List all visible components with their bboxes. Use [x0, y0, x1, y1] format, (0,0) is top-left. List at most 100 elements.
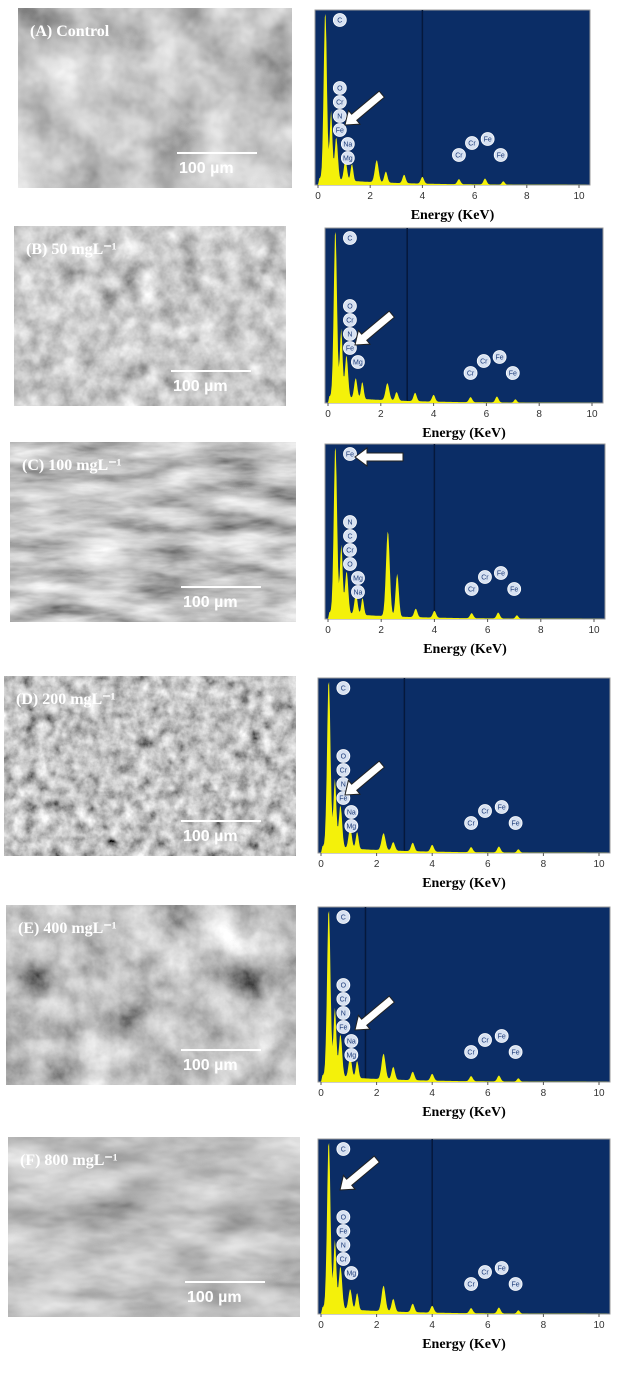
element-label: Fe	[509, 371, 517, 378]
panel-label: (B) 50 mgL⁻¹	[26, 241, 117, 258]
element-label: Fe	[497, 571, 505, 578]
element-label: C	[341, 1147, 346, 1154]
spectrum-plot	[315, 10, 590, 185]
element-label: Mg	[346, 1271, 356, 1278]
figure: (A) Control100 µm0246810Energy (KeV)COCr…	[0, 0, 620, 1378]
element-label: Cr	[467, 1050, 475, 1057]
element-label: C	[341, 915, 346, 922]
scale-bar-label: 100 µm	[187, 1289, 242, 1306]
x-tick-label: 6	[472, 191, 478, 202]
element-label: Fe	[339, 1229, 347, 1236]
x-tick-label: 2	[378, 409, 384, 420]
x-tick-label: 0	[318, 1320, 324, 1331]
element-label: O	[341, 983, 347, 990]
x-tick-label: 2	[367, 191, 373, 202]
element-label: Fe	[497, 153, 505, 160]
element-label: Cr	[455, 153, 463, 160]
x-tick-label: 0	[325, 409, 331, 420]
x-axis-label: Energy (KeV)	[422, 426, 506, 441]
element-label: Fe	[339, 796, 347, 803]
element-label: Cr	[467, 371, 475, 378]
x-tick-label: 0	[318, 1088, 324, 1099]
element-label: Na	[347, 810, 356, 817]
element-label: Cr	[481, 1270, 489, 1277]
element-label: N	[337, 114, 342, 121]
element-label: Cr	[340, 997, 348, 1004]
panel-label: (C) 100 mgL⁻¹	[22, 457, 122, 474]
element-label: N	[347, 520, 352, 527]
element-label: C	[347, 534, 352, 541]
element-label: Fe	[512, 1282, 520, 1289]
element-label: O	[341, 1215, 347, 1222]
element-label: Fe	[346, 452, 354, 459]
x-tick-label: 10	[586, 409, 598, 420]
element-label: Mg	[353, 576, 363, 583]
element-label: Fe	[484, 137, 492, 144]
element-label: Fe	[512, 821, 520, 828]
element-label: O	[337, 86, 343, 93]
x-tick-label: 10	[593, 1088, 605, 1099]
spectrum-plot	[318, 678, 610, 853]
element-label: Mg	[346, 824, 356, 831]
x-tick-label: 2	[374, 859, 380, 870]
x-tick-label: 4	[429, 859, 435, 870]
element-label: Cr	[346, 318, 354, 325]
x-tick-label: 6	[484, 409, 490, 420]
element-label: Mg	[346, 1053, 356, 1060]
x-tick-label: 4	[432, 625, 438, 636]
x-tick-label: 8	[541, 859, 547, 870]
x-tick-label: 4	[420, 191, 426, 202]
x-tick-label: 10	[588, 625, 600, 636]
x-axis-label: Energy (KeV)	[422, 1105, 506, 1120]
x-tick-label: 0	[318, 859, 324, 870]
element-label: Cr	[481, 809, 489, 816]
element-label: C	[337, 18, 342, 25]
element-label: N	[341, 1011, 346, 1018]
element-label: Na	[343, 142, 352, 149]
x-tick-label: 0	[325, 625, 331, 636]
element-label: Cr	[340, 768, 348, 775]
element-label: Fe	[496, 355, 504, 362]
x-tick-label: 2	[378, 625, 384, 636]
scale-bar-label: 100 µm	[183, 828, 238, 845]
x-axis-label: Energy (KeV)	[422, 1337, 506, 1352]
element-label: Na	[347, 1039, 356, 1046]
scale-bar-label: 100 µm	[183, 1057, 238, 1074]
x-tick-label: 6	[485, 625, 491, 636]
spectrum-plot	[325, 444, 605, 619]
x-tick-label: 4	[429, 1320, 435, 1331]
element-label: Cr	[467, 1282, 475, 1289]
element-label: N	[341, 1243, 346, 1250]
element-label: O	[347, 562, 353, 569]
element-label: Cr	[336, 100, 344, 107]
x-tick-label: 8	[536, 409, 542, 420]
element-label: Fe	[510, 587, 518, 594]
element-label: Cr	[340, 1257, 348, 1264]
panel-label: (D) 200 mgL⁻¹	[16, 691, 116, 708]
element-label: Mg	[353, 360, 363, 367]
element-label: Fe	[336, 128, 344, 135]
element-label: C	[347, 236, 352, 243]
element-label: N	[347, 332, 352, 339]
x-tick-label: 4	[431, 409, 437, 420]
element-label: Fe	[498, 805, 506, 812]
x-tick-label: 6	[485, 859, 491, 870]
element-label: Cr	[468, 587, 476, 594]
element-label: Mg	[343, 156, 353, 163]
x-axis-label: Energy (KeV)	[422, 876, 506, 891]
scale-bar-label: 100 µm	[179, 160, 234, 177]
element-label: Fe	[498, 1034, 506, 1041]
x-tick-label: 2	[374, 1320, 380, 1331]
element-label: Cr	[346, 548, 354, 555]
element-label: N	[341, 782, 346, 789]
scale-bar-label: 100 µm	[173, 378, 228, 395]
element-label: C	[341, 686, 346, 693]
x-tick-label: 4	[429, 1088, 435, 1099]
x-axis-label: Energy (KeV)	[423, 642, 507, 657]
spectrum-plot	[318, 1139, 610, 1314]
x-tick-label: 8	[541, 1088, 547, 1099]
element-label: Na	[354, 590, 363, 597]
element-label: Cr	[468, 141, 476, 148]
x-tick-label: 0	[315, 191, 321, 202]
x-axis-label: Energy (KeV)	[411, 208, 495, 223]
